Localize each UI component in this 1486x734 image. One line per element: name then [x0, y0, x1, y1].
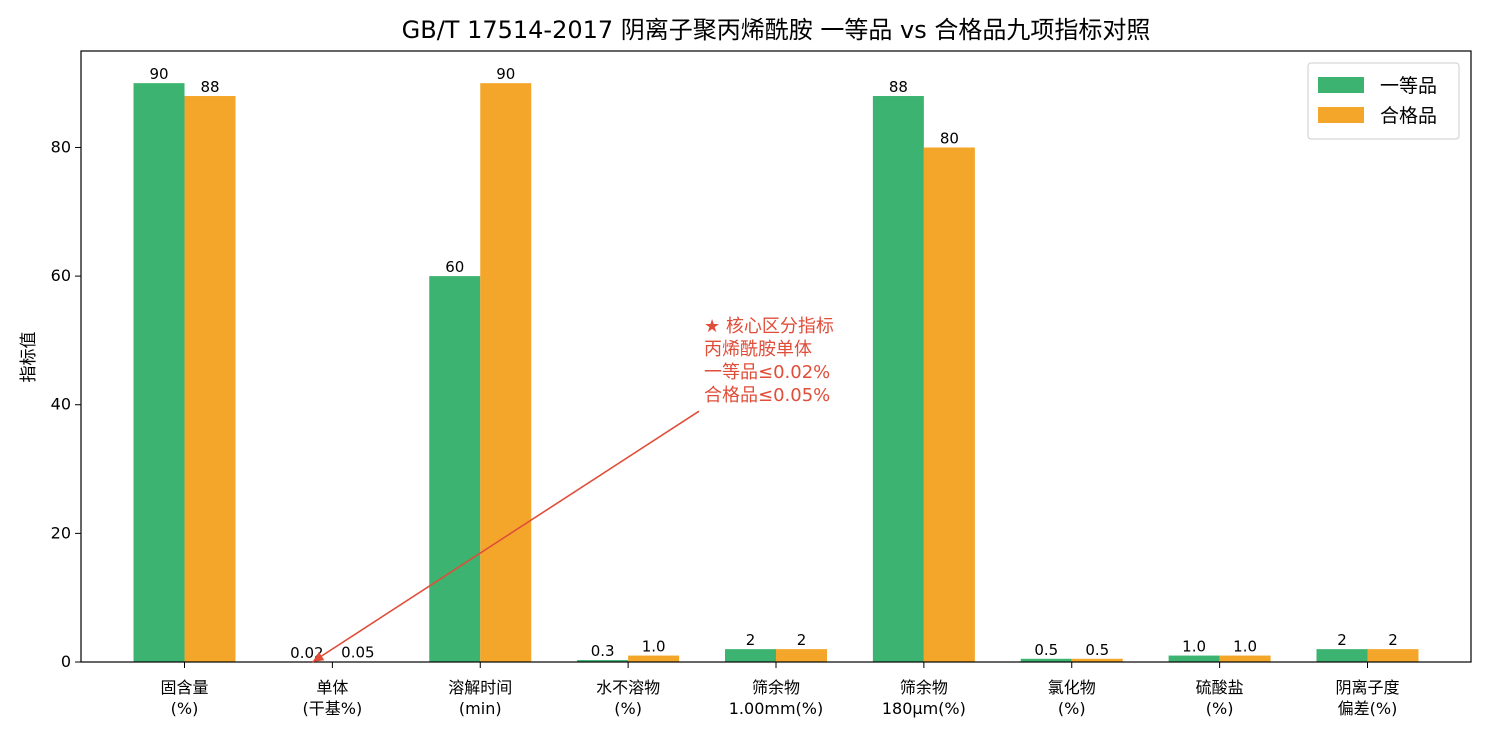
- plot-area: 90 0.02 60 0.3 2 88 0.5 1.0 2 88 0.05 90 1.0 2 80 0.5 1.…: [51, 50, 1472, 718]
- annotation-text-line: 合格品≤0.05%: [704, 385, 830, 406]
- x-tick-label: 氯化物: [1048, 678, 1096, 697]
- x-tick-label: 硫酸盐: [1196, 678, 1244, 697]
- bar: [1367, 649, 1419, 662]
- bar-value-label: 0.02: [290, 644, 323, 662]
- x-tick-label-unit: (干基%): [303, 699, 363, 718]
- x-tick-label: 筛余物: [752, 678, 800, 697]
- y-tick-label: 40: [51, 395, 71, 414]
- x-tick-label: 单体: [316, 678, 348, 697]
- bar: [872, 96, 924, 662]
- y-tick-label: 60: [51, 266, 71, 285]
- x-tick-label: 固含量: [161, 678, 209, 697]
- bar: [725, 649, 776, 662]
- bar: [429, 276, 481, 662]
- x-tick-label-unit: (%): [1206, 699, 1234, 718]
- bar: [480, 83, 532, 662]
- bar-value-label: 2: [797, 631, 807, 649]
- bar-value-label: 88: [889, 78, 908, 96]
- y-tick-label: 0: [61, 652, 71, 671]
- bar-value-label: 90: [149, 65, 168, 83]
- bar: [776, 649, 827, 662]
- x-tick-label-unit: (%): [171, 699, 199, 718]
- bar-value-label: 0.3: [591, 642, 615, 660]
- bar: [577, 660, 629, 662]
- bar: [1316, 649, 1368, 662]
- bar-value-label: 2: [1388, 631, 1398, 649]
- legend-swatch: [1318, 77, 1364, 93]
- bar: [1219, 655, 1271, 662]
- annotation-text-line: 一等品≤0.02%: [704, 362, 830, 383]
- bar-value-label: 0.5: [1085, 641, 1109, 659]
- y-axis-label: 指标值: [19, 332, 39, 383]
- legend-swatch: [1318, 107, 1364, 123]
- bar-value-label: 80: [940, 129, 959, 147]
- x-tick-label-unit: 偏差(%): [1338, 699, 1398, 718]
- bar-value-label: 1.0: [1182, 638, 1206, 656]
- annotation-text-line: ★ 核心区分指标: [704, 316, 834, 337]
- x-tick-label: 水不溶物: [596, 678, 660, 697]
- annotation-arrow: [311, 410, 700, 663]
- legend-label: 一等品: [1380, 75, 1437, 97]
- annotation-arrowhead: [312, 651, 325, 662]
- bar-value-label: 2: [746, 631, 756, 649]
- bar: [133, 83, 185, 662]
- bar-value-label: 60: [445, 258, 464, 276]
- bar-value-label: 1.0: [1233, 638, 1257, 656]
- bar: [1020, 658, 1072, 662]
- bar-value-label: 0.5: [1034, 641, 1058, 659]
- x-tick-label-unit: (%): [1058, 699, 1086, 718]
- x-tick-label: 筛余物: [900, 678, 948, 697]
- chart-title: GB/T 17514-2017 阴离子聚丙烯酰胺 一等品 vs 合格品九项指标对…: [402, 16, 1151, 44]
- x-tick-label-unit: 180μm(%): [882, 699, 966, 718]
- y-tick-label: 80: [51, 137, 71, 156]
- bar-value-label: 2: [1337, 631, 1347, 649]
- y-tick-label: 20: [51, 523, 71, 542]
- bar: [628, 655, 680, 662]
- bar-value-label: 1.0: [642, 638, 666, 656]
- bar: [923, 147, 975, 662]
- x-tick-label: 溶解时间: [448, 678, 512, 697]
- bar-value-label: 90: [496, 65, 515, 83]
- x-tick-label-unit: (%): [614, 699, 642, 718]
- bar: [1071, 658, 1123, 662]
- legend-label: 合格品: [1380, 105, 1437, 127]
- x-tick-label-unit: (min): [459, 699, 502, 718]
- bar-value-label: 88: [200, 78, 219, 96]
- x-tick-label: 阴离子度: [1335, 678, 1399, 697]
- x-tick-label-unit: 1.00mm(%): [729, 699, 823, 718]
- bar: [184, 96, 236, 662]
- bar-value-label: 0.05: [341, 644, 374, 662]
- annotation-text-line: 丙烯酰胺单体: [704, 339, 812, 360]
- bar: [1168, 655, 1220, 662]
